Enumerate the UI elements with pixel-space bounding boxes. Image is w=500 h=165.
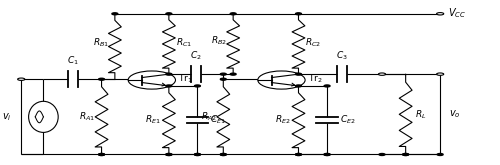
Circle shape — [166, 85, 172, 87]
Circle shape — [402, 153, 408, 155]
Text: $R_{B2}$: $R_{B2}$ — [212, 34, 228, 47]
Circle shape — [296, 13, 302, 15]
Circle shape — [194, 85, 200, 87]
Text: $R_{C1}$: $R_{C1}$ — [176, 36, 192, 49]
Text: $v_i$: $v_i$ — [2, 111, 12, 123]
Circle shape — [436, 73, 444, 75]
Text: $\mathrm{Tr}_2$: $\mathrm{Tr}_2$ — [308, 72, 323, 85]
Text: $R_{E2}$: $R_{E2}$ — [275, 114, 290, 126]
Circle shape — [98, 153, 104, 155]
Text: $C_3$: $C_3$ — [336, 50, 347, 62]
Text: $R_{E1}$: $R_{E1}$ — [145, 114, 161, 126]
Text: $R_{C2}$: $R_{C2}$ — [305, 36, 322, 49]
Circle shape — [98, 78, 104, 80]
Text: $C_2$: $C_2$ — [190, 50, 202, 62]
Circle shape — [220, 78, 226, 80]
Circle shape — [166, 153, 172, 155]
Circle shape — [324, 153, 330, 155]
Circle shape — [166, 73, 172, 75]
Ellipse shape — [258, 71, 305, 89]
Text: $v_o$: $v_o$ — [449, 108, 460, 120]
Circle shape — [324, 85, 330, 87]
Ellipse shape — [128, 71, 176, 89]
Circle shape — [437, 153, 443, 155]
Circle shape — [220, 153, 226, 155]
Text: $C_1$: $C_1$ — [67, 55, 79, 67]
Circle shape — [296, 153, 302, 155]
Text: $R_{B1}$: $R_{B1}$ — [93, 37, 109, 50]
Circle shape — [296, 85, 302, 87]
Circle shape — [220, 73, 226, 75]
Circle shape — [166, 13, 172, 15]
Circle shape — [296, 73, 302, 75]
Text: $\mathrm{Tr}_1$: $\mathrm{Tr}_1$ — [178, 72, 194, 85]
Text: $V_{CC}$: $V_{CC}$ — [448, 6, 466, 20]
Circle shape — [98, 153, 104, 155]
Text: $R_{A2}$: $R_{A2}$ — [200, 111, 216, 123]
Circle shape — [378, 73, 386, 75]
Text: $R_{A1}$: $R_{A1}$ — [78, 111, 95, 123]
Circle shape — [436, 13, 444, 15]
Circle shape — [194, 153, 200, 155]
Text: $R_L$: $R_L$ — [414, 108, 426, 121]
Circle shape — [379, 153, 385, 155]
Circle shape — [112, 13, 118, 15]
Ellipse shape — [28, 101, 58, 132]
Circle shape — [296, 153, 302, 155]
Circle shape — [18, 78, 25, 80]
Circle shape — [402, 153, 408, 155]
Circle shape — [230, 73, 236, 75]
Circle shape — [230, 13, 236, 15]
Text: $C_{E2}$: $C_{E2}$ — [340, 114, 355, 126]
Circle shape — [166, 153, 172, 155]
Circle shape — [324, 153, 330, 155]
Circle shape — [194, 153, 200, 155]
Text: $C_{E1}$: $C_{E1}$ — [210, 114, 226, 126]
Circle shape — [220, 153, 226, 155]
